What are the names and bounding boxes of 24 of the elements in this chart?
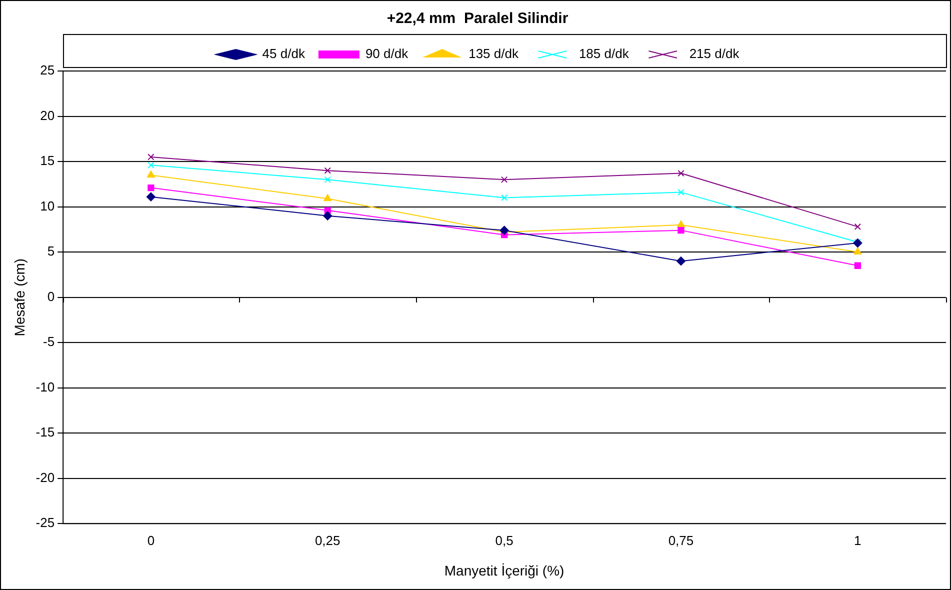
y-tick-label: -10 bbox=[36, 379, 55, 394]
y-tick-label: 20 bbox=[40, 108, 55, 123]
x-axis-title: Manyetit İçeriği (%) bbox=[444, 562, 564, 578]
x-tick-label: 0,75 bbox=[668, 532, 694, 548]
legend-label: 215 d/dk bbox=[689, 46, 740, 62]
chart-title: +22,4 mm Paralel Silindir bbox=[386, 10, 568, 28]
x-tick-label: 0 bbox=[147, 532, 155, 548]
legend-label: 45 d/dk bbox=[262, 46, 306, 62]
y-tick-label: 5 bbox=[47, 244, 55, 259]
legend-label: 185 d/dk bbox=[578, 46, 630, 62]
y-tick-label: 10 bbox=[40, 198, 55, 214]
y-tick-label: -25 bbox=[36, 515, 55, 530]
x-tick-label: 0,5 bbox=[495, 532, 514, 548]
y-axis-title: Mesafe (cm) bbox=[11, 258, 28, 336]
legend-label: 90 d/dk bbox=[365, 46, 409, 62]
y-tick-label: -20 bbox=[36, 470, 55, 485]
y-tick-label: 0 bbox=[47, 288, 55, 304]
y-tick-label: -5 bbox=[43, 334, 55, 350]
x-tick-label: 1 bbox=[854, 532, 862, 548]
x-tick-label: 0,25 bbox=[314, 532, 340, 548]
y-tick-label: -15 bbox=[36, 424, 55, 440]
y-tick-label: 15 bbox=[40, 153, 55, 168]
legend-label: 135 d/dk bbox=[468, 46, 519, 62]
y-tick-label: 25 bbox=[40, 62, 55, 78]
